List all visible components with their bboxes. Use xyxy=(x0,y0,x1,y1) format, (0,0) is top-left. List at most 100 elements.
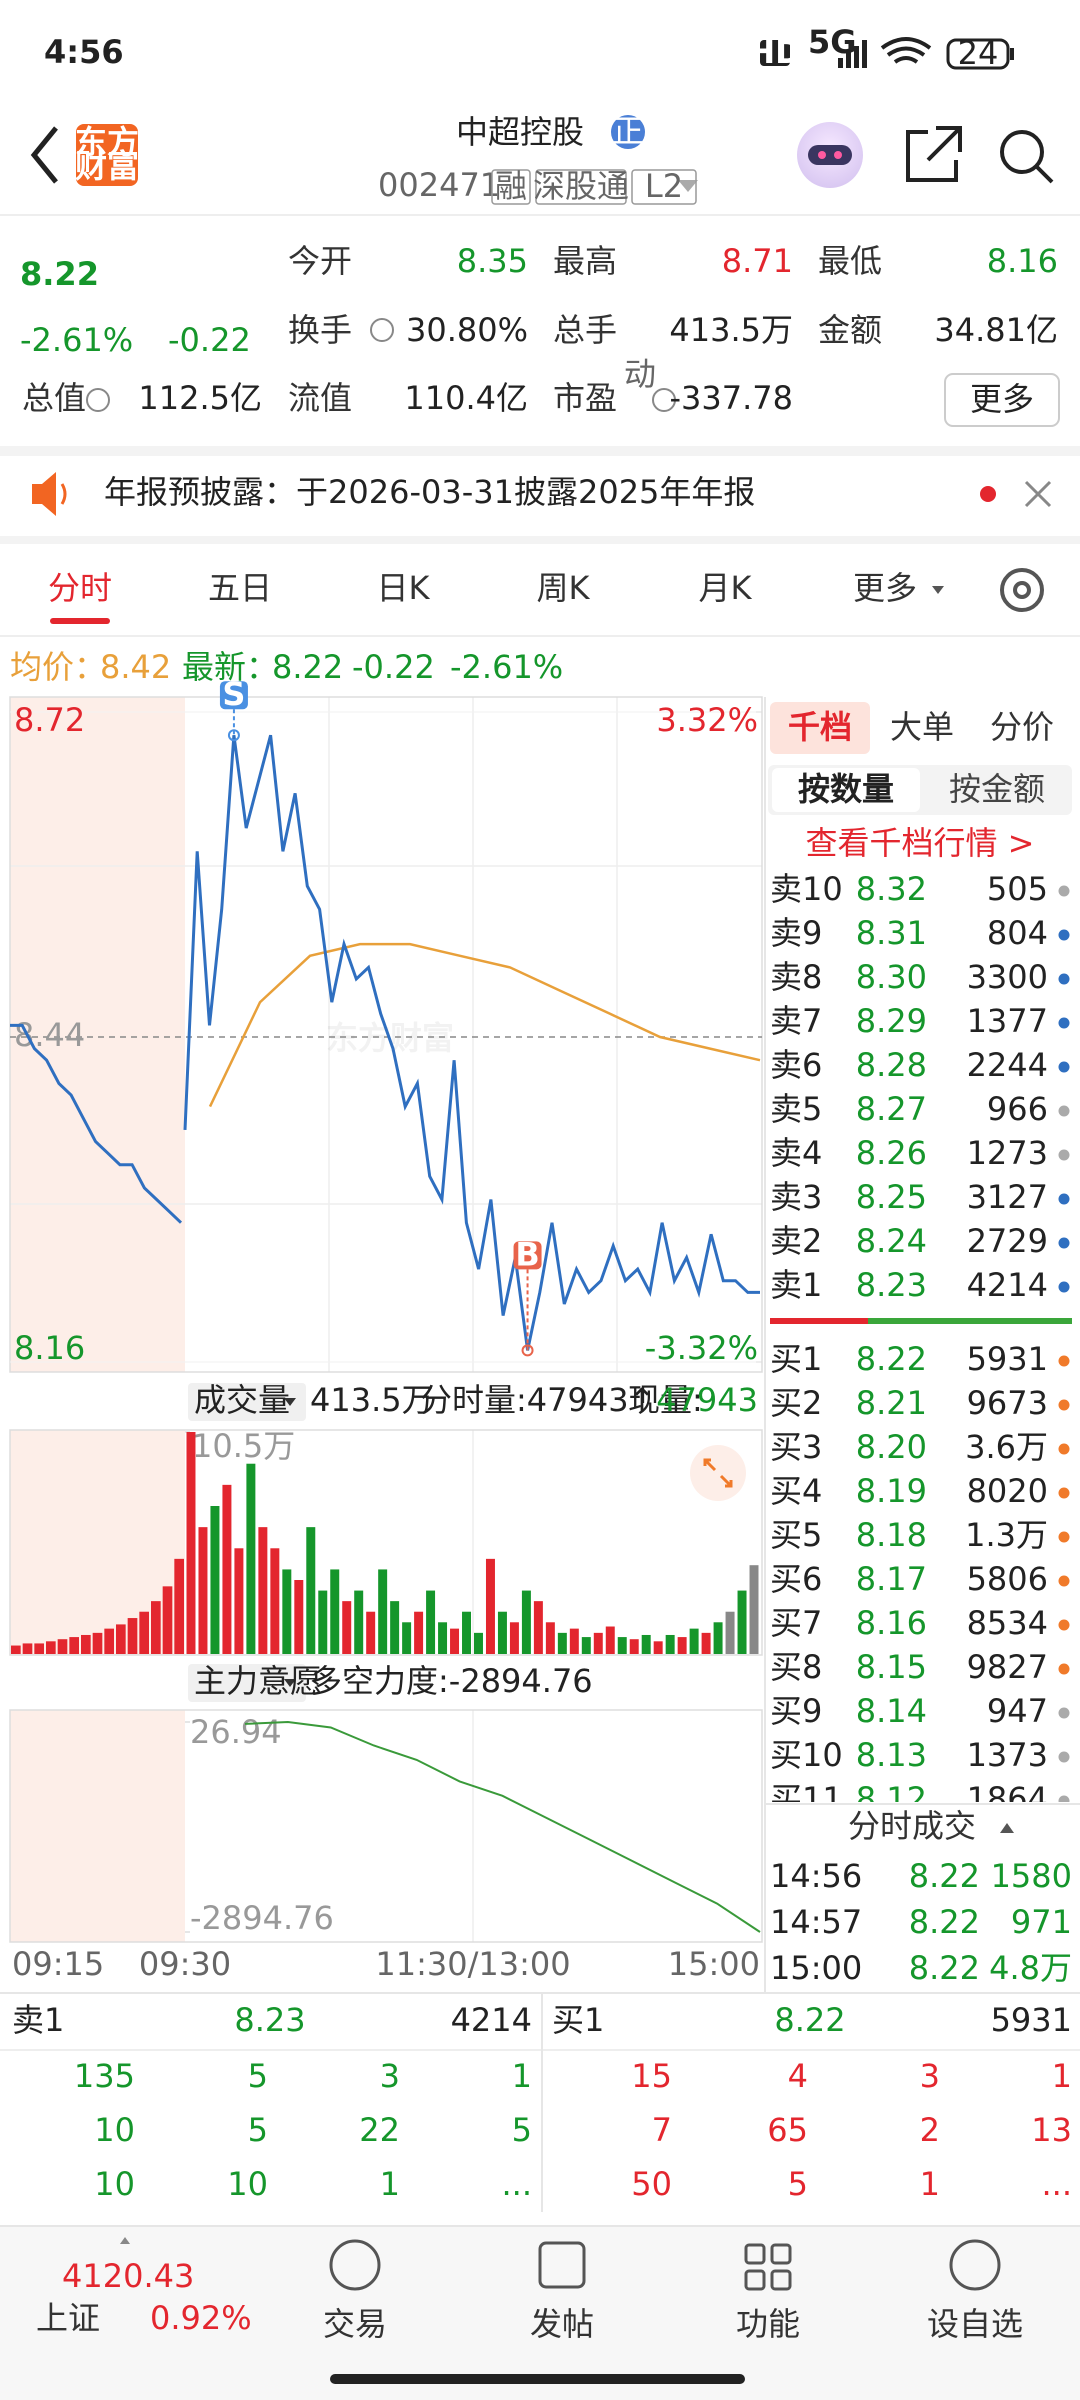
volume-bar xyxy=(701,1632,711,1654)
depth-label: 卖8 xyxy=(770,958,822,996)
volume-bar xyxy=(186,1432,196,1654)
more-button[interactable] xyxy=(944,373,1060,427)
queue-size: 5 xyxy=(512,2111,532,2149)
depth-label: 买8 xyxy=(770,1648,822,1686)
watchlist-icon[interactable] xyxy=(949,2239,1001,2291)
field-value: 8.16 xyxy=(987,242,1058,280)
auction-volume-bar xyxy=(116,1624,126,1654)
y-tick-label: 8.16 xyxy=(14,1329,85,1367)
auction-volume-bar xyxy=(34,1643,44,1654)
change-value: -0.22 xyxy=(352,648,435,686)
depth-tab[interactable]: 分价 xyxy=(990,708,1054,746)
depth-volume: 505 xyxy=(987,870,1048,908)
dropdown-icon[interactable] xyxy=(678,180,698,192)
depth-price: 8.16 xyxy=(856,1604,927,1642)
volume-bar xyxy=(198,1527,208,1654)
nav-item[interactable]: 功能 xyxy=(736,2305,800,2343)
field-label: 市盈 xyxy=(553,379,617,417)
indicator-select[interactable] xyxy=(188,1664,306,1702)
auction-volume-bar xyxy=(11,1645,21,1654)
field-value: 8.35 xyxy=(457,242,528,280)
depth-subtab[interactable]: 按金额 xyxy=(949,770,1045,808)
volume-bar xyxy=(258,1527,268,1654)
volume-title: 成交量 xyxy=(194,1381,290,1419)
tag-box xyxy=(491,169,531,205)
tab[interactable]: 周K xyxy=(537,569,591,607)
depth-label: 卖7 xyxy=(770,1002,822,1040)
book-label: 买1 xyxy=(552,2001,604,2039)
marker-point xyxy=(521,1344,534,1357)
depth-label: 卖10 xyxy=(770,870,843,908)
tab[interactable]: 日K xyxy=(377,569,431,607)
auction-volume-bar xyxy=(104,1628,114,1654)
more-button-text[interactable]: 更多 xyxy=(970,380,1034,418)
search-button[interactable] xyxy=(1000,130,1044,174)
field-label: 今开 xyxy=(288,242,352,280)
depth-dot xyxy=(1058,1795,1070,1802)
tab[interactable]: 五日 xyxy=(208,569,272,607)
close-button[interactable] xyxy=(1024,480,1052,508)
tag-box xyxy=(535,169,627,205)
trade-price: 8.22 xyxy=(909,1857,980,1895)
trade-icon[interactable] xyxy=(329,2239,381,2291)
info-icon[interactable] xyxy=(370,318,394,342)
volume-bar xyxy=(689,1628,699,1654)
depth-dot xyxy=(1058,1663,1070,1675)
depth-label: 卖4 xyxy=(770,1134,822,1172)
tab[interactable]: 更多 xyxy=(853,569,917,607)
index-name[interactable]: 上证 xyxy=(36,2299,100,2337)
price-line xyxy=(183,734,760,1351)
depth-volume: 804 xyxy=(987,914,1048,952)
depth-dot xyxy=(1058,1443,1070,1455)
depth-dot xyxy=(1058,929,1070,941)
info-icon[interactable] xyxy=(86,388,110,412)
nav-item[interactable]: 交易 xyxy=(323,2305,387,2343)
volume-bar xyxy=(749,1565,759,1654)
depth-subtab[interactable]: 按数量 xyxy=(798,770,894,808)
speaker-icon xyxy=(32,472,56,516)
depth-price: 8.26 xyxy=(856,1134,927,1172)
volume-bar xyxy=(402,1622,412,1654)
queue-size: ... xyxy=(501,2165,532,2203)
post-icon[interactable] xyxy=(538,2241,586,2289)
auction-volume-bar xyxy=(162,1586,173,1654)
nav-item[interactable]: 发帖 xyxy=(530,2305,594,2343)
index-change[interactable]: 0.92% xyxy=(150,2299,252,2337)
depth-dot xyxy=(1058,973,1070,985)
function-icon[interactable] xyxy=(744,2243,792,2291)
depth-label: 卖3 xyxy=(770,1178,822,1216)
queue-size: 7 xyxy=(652,2111,672,2149)
indicator-select[interactable] xyxy=(188,1383,306,1421)
settings-button[interactable] xyxy=(1000,568,1044,612)
volume-bar xyxy=(414,1611,424,1654)
queue-size: 4 xyxy=(788,2057,808,2095)
logo-text: 财富 xyxy=(75,147,139,185)
field-label: 换手 xyxy=(288,311,352,349)
depth-tab[interactable]: 大单 xyxy=(890,708,954,746)
tab[interactable]: 分时 xyxy=(48,569,112,607)
tab[interactable]: 月K xyxy=(699,569,753,607)
depth-link[interactable]: 查看千档行情 > xyxy=(806,824,1035,862)
network: 5G xyxy=(808,23,857,61)
index-value[interactable]: 4120.43 xyxy=(62,2257,194,2295)
queue-size: 5 xyxy=(248,2111,268,2149)
nav-item[interactable]: 设自选 xyxy=(927,2305,1023,2343)
depth-dot xyxy=(1058,1355,1070,1367)
indicator-tick-label: -2894.76 xyxy=(190,1899,334,1937)
volume-bar xyxy=(390,1601,400,1654)
depth-dot xyxy=(1058,1751,1070,1763)
volume-bar xyxy=(378,1569,388,1654)
trade-time: 15:00 xyxy=(770,1949,862,1987)
volume-bar xyxy=(653,1641,663,1654)
change-pct-value: -2.61% xyxy=(450,648,563,686)
depth-dot xyxy=(1058,1281,1070,1293)
queue-size: 1 xyxy=(1052,2057,1072,2095)
expand-button[interactable] xyxy=(690,1445,746,1501)
y-tick-label: 8.72 xyxy=(14,701,85,739)
share-button[interactable] xyxy=(906,126,962,182)
volume-bar xyxy=(557,1632,567,1654)
volume-bar xyxy=(270,1548,280,1654)
back-button[interactable] xyxy=(30,126,58,184)
info-icon[interactable] xyxy=(652,388,676,412)
depth-tab[interactable]: 千档 xyxy=(788,708,852,746)
